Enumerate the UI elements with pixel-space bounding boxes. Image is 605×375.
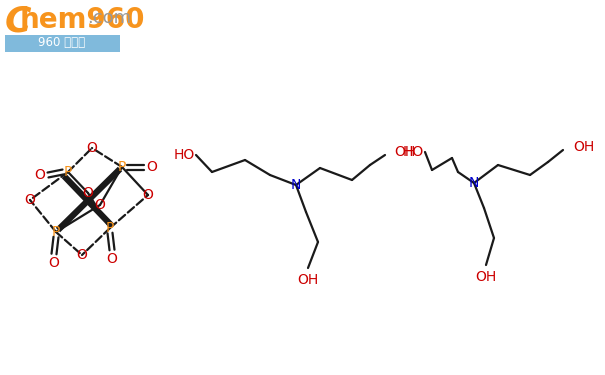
Text: .com: .com (87, 9, 131, 27)
FancyBboxPatch shape (5, 35, 120, 52)
Text: O: O (94, 198, 105, 212)
Text: P: P (118, 160, 126, 174)
Text: HO: HO (174, 148, 195, 162)
Text: O: O (146, 160, 157, 174)
Text: O: O (82, 186, 93, 200)
Text: O: O (87, 141, 97, 155)
Text: O: O (48, 256, 59, 270)
Text: O: O (77, 248, 88, 262)
Text: P: P (52, 225, 60, 239)
Text: N: N (469, 176, 479, 190)
Text: OH: OH (394, 145, 415, 159)
Text: 960 化工网: 960 化工网 (39, 36, 85, 50)
Text: O: O (34, 168, 45, 182)
Text: N: N (291, 178, 301, 192)
Text: P: P (106, 221, 114, 235)
Text: O: O (25, 193, 36, 207)
Text: OH: OH (476, 270, 497, 284)
Text: C: C (5, 5, 31, 39)
Text: O: O (106, 252, 117, 266)
Text: OH: OH (573, 140, 594, 154)
Text: hem960: hem960 (20, 6, 145, 34)
Text: P: P (64, 165, 72, 179)
Text: OH: OH (298, 273, 319, 287)
Text: HO: HO (402, 145, 424, 159)
Text: O: O (143, 188, 154, 202)
